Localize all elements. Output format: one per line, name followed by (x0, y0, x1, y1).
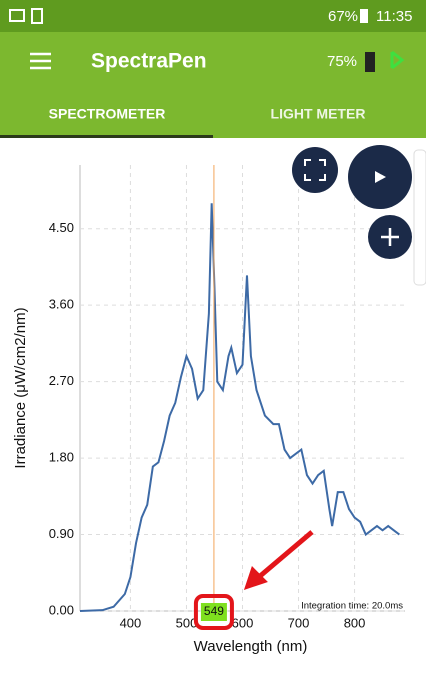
status-time: 11:35 (376, 8, 412, 25)
add-icon (381, 228, 399, 246)
menu-button[interactable] (30, 52, 51, 70)
tab-indicator (0, 135, 213, 138)
annotation: Integration time: 20.0ms (301, 601, 403, 612)
tab[interactable]: LIGHT METER (271, 106, 366, 122)
cursor-frame (193, 594, 234, 630)
x-tick-label: 500 (176, 615, 198, 630)
status-bar (0, 0, 426, 32)
device-battery-icon (365, 52, 375, 72)
cursor-label: 549 (204, 604, 224, 618)
gallery-icon (9, 9, 25, 22)
x-tick-label: 800 (344, 615, 366, 630)
x-tick-label: 600 (232, 615, 254, 630)
y-tick-label: 3.60 (49, 297, 74, 312)
app-title: SpectraPen (91, 50, 207, 73)
app-bar (0, 32, 426, 138)
fullscreen-icon (304, 159, 326, 181)
battery-icon (360, 9, 368, 23)
x-tick-label: 400 (120, 615, 142, 630)
y-axis-label: Irradiance (μW/cm2/nm) (12, 307, 29, 468)
bluetooth-icon (390, 50, 405, 70)
y-tick-label: 0.90 (49, 526, 74, 541)
x-tick-label: 700 (288, 615, 310, 630)
tab[interactable]: SPECTROMETER (49, 106, 166, 122)
side-handle (413, 149, 426, 286)
spectrum-line (79, 203, 401, 612)
x-axis-label: Wavelength (nm) (194, 638, 308, 655)
device-battery: 75% (327, 53, 357, 70)
y-tick-label: 1.80 (49, 450, 74, 465)
arrow (257, 530, 314, 579)
app-icon (31, 8, 43, 24)
cursor-label-box (200, 603, 227, 621)
play-icon (375, 171, 386, 183)
arrow-head (243, 566, 268, 590)
y-tick-label: 2.70 (49, 373, 74, 388)
y-tick-label: 4.50 (49, 220, 74, 235)
y-tick-label: 0.00 (49, 602, 74, 617)
fullscreen-button[interactable] (292, 147, 338, 193)
status-battery: 67% (328, 8, 358, 25)
